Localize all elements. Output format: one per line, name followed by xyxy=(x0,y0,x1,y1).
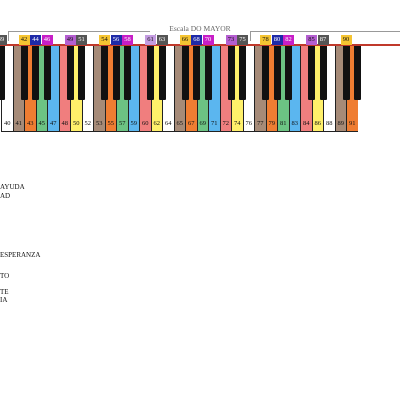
key-number: 74 xyxy=(234,120,241,127)
scale-title: Escala DO MAYOR xyxy=(150,24,250,34)
key-number: 43 xyxy=(27,120,34,127)
black-key[interactable] xyxy=(193,46,200,100)
black-key[interactable] xyxy=(20,46,28,100)
key-number: 76 xyxy=(245,120,253,127)
sidebar-item[interactable]: TE xyxy=(0,288,9,296)
black-key[interactable] xyxy=(147,46,154,100)
key-number: 60 xyxy=(142,120,149,127)
top-note-label: 82 xyxy=(283,35,294,45)
black-key[interactable] xyxy=(32,46,39,100)
black-key[interactable] xyxy=(308,46,315,100)
sidebar-item[interactable]: AD xyxy=(0,192,11,200)
top-note-label: 44 xyxy=(30,35,41,45)
sidebar-item[interactable]: TO xyxy=(0,272,10,280)
black-key[interactable] xyxy=(124,46,131,100)
top-note-label: 39 xyxy=(0,35,7,45)
key-number: 84 xyxy=(303,120,310,127)
sidebar-item[interactable]: AYUDA xyxy=(0,183,25,191)
key-number: 65 xyxy=(176,120,184,127)
key-number: 59 xyxy=(130,120,138,127)
black-key[interactable] xyxy=(285,46,292,100)
top-note-label: 58 xyxy=(122,35,133,45)
top-note-label: 63 xyxy=(156,35,168,45)
black-key[interactable] xyxy=(0,46,5,100)
top-note-label: 51 xyxy=(76,35,87,45)
black-key[interactable] xyxy=(112,46,120,100)
top-note-label: 49 xyxy=(64,35,76,45)
top-note-label: 70 xyxy=(202,35,214,45)
key-number: 83 xyxy=(291,120,299,127)
white-key[interactable]: 48 xyxy=(58,46,70,132)
key-number: 52 xyxy=(84,120,92,127)
black-key[interactable] xyxy=(273,46,281,100)
top-note-label: 54 xyxy=(99,35,110,45)
key-number: 45 xyxy=(38,120,46,127)
key-number: 71 xyxy=(211,120,218,127)
white-key[interactable]: 41 xyxy=(12,46,24,132)
key-number: 40 xyxy=(4,120,11,127)
key-number: 55 xyxy=(107,120,115,127)
top-note-label: 61 xyxy=(145,35,156,45)
black-key[interactable] xyxy=(204,46,212,100)
scale-bracket-right xyxy=(250,31,400,41)
black-key[interactable] xyxy=(78,46,85,100)
key-number: 57 xyxy=(119,120,126,127)
key-number: 48 xyxy=(61,120,69,127)
key-number: 69 xyxy=(199,120,207,127)
top-note-label: 87 xyxy=(317,35,329,45)
key-number: 77 xyxy=(257,120,264,127)
key-number: 91 xyxy=(349,120,356,127)
black-key[interactable] xyxy=(342,46,350,100)
sidebar-item[interactable]: ESPERANZA xyxy=(0,251,41,259)
black-key[interactable] xyxy=(181,46,189,100)
top-note-label: 80 xyxy=(271,35,283,45)
key-number: 86 xyxy=(314,120,322,127)
key-number: 67 xyxy=(188,120,195,127)
key-number: 88 xyxy=(326,120,333,127)
key-number: 41 xyxy=(15,120,23,127)
black-key[interactable] xyxy=(239,46,246,100)
white-key[interactable]: 65 xyxy=(173,46,185,132)
key-number: 72 xyxy=(222,120,230,127)
top-note-label: 85 xyxy=(306,35,317,45)
top-note-label: 78 xyxy=(260,35,271,45)
top-note-label: 75 xyxy=(237,35,248,45)
top-note-label: 66 xyxy=(179,35,191,45)
white-key[interactable]: 60 xyxy=(139,46,151,132)
black-key[interactable] xyxy=(354,46,361,100)
white-key[interactable]: 77 xyxy=(254,46,266,132)
black-key[interactable] xyxy=(43,46,51,100)
key-number: 50 xyxy=(73,120,80,127)
white-key[interactable]: 72 xyxy=(219,46,231,132)
black-key[interactable] xyxy=(319,46,327,100)
key-number: 62 xyxy=(153,120,161,127)
black-key[interactable] xyxy=(227,46,235,100)
key-number: 79 xyxy=(268,120,276,127)
black-key[interactable] xyxy=(158,46,166,100)
white-key[interactable]: 89 xyxy=(334,46,346,132)
black-key[interactable] xyxy=(262,46,269,100)
black-key[interactable] xyxy=(66,46,74,100)
key-number: 89 xyxy=(337,120,345,127)
white-key[interactable]: 84 xyxy=(300,46,312,132)
keyboard-top-line xyxy=(0,44,400,46)
sidebar-item[interactable]: IA xyxy=(0,296,8,304)
key-number: 64 xyxy=(165,120,172,127)
top-note-label: 90 xyxy=(340,35,352,45)
key-number: 47 xyxy=(50,120,57,127)
top-note-label: 42 xyxy=(18,35,30,45)
white-key[interactable]: 53 xyxy=(93,46,105,132)
key-number: 53 xyxy=(96,120,103,127)
key-number: 81 xyxy=(280,120,287,127)
top-note-label: 56 xyxy=(110,35,122,45)
top-note-label: 73 xyxy=(225,35,237,45)
top-note-label: 46 xyxy=(41,35,53,45)
black-key[interactable] xyxy=(101,46,108,100)
top-note-label: 68 xyxy=(191,35,202,45)
